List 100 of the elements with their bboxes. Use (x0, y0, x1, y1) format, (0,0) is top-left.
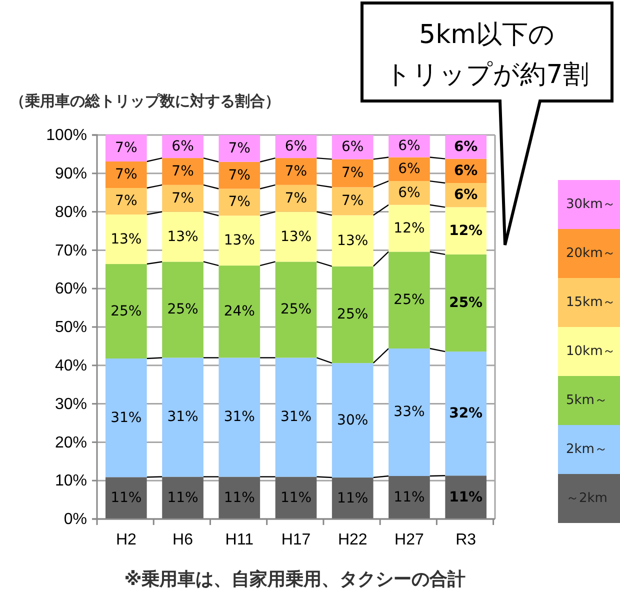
bar (218, 266, 260, 358)
data-label: 25% (110, 303, 142, 320)
text: 5km～ (566, 393, 608, 408)
bar (218, 162, 260, 189)
bar (275, 212, 317, 262)
data-label: 6% (454, 187, 478, 204)
data-label: 25% (394, 292, 425, 308)
bar (275, 358, 317, 477)
data-label: 7% (172, 190, 194, 206)
data-label: 7% (342, 165, 364, 182)
x-tick-label: H6 (172, 531, 194, 548)
bar (445, 207, 487, 254)
data-label: 11% (449, 489, 483, 506)
data-label: 25% (449, 295, 483, 311)
bar (332, 478, 374, 519)
text: 10km～ (566, 344, 616, 359)
bar (218, 135, 260, 162)
bar (105, 214, 147, 264)
bar (162, 262, 204, 358)
bar (105, 477, 147, 519)
bar (105, 358, 147, 478)
text: ※乗用車は、自家用乗用、タクシーの合計 (124, 569, 466, 590)
data-label: 33% (394, 404, 425, 420)
data-label: 31% (110, 410, 142, 426)
x-tick-label: R3 (456, 531, 476, 548)
bar (388, 476, 430, 519)
y-tick-label: 40% (54, 358, 87, 375)
data-label: 31% (167, 409, 198, 426)
bar (162, 184, 204, 212)
data-label: 13% (280, 228, 312, 245)
y-tick-label: 20% (54, 434, 87, 452)
bar (162, 212, 204, 262)
text: 2km～ (566, 442, 608, 457)
bar (218, 476, 260, 519)
y-tick-label: 80% (54, 204, 87, 221)
data-label: 6% (398, 184, 420, 201)
x-tick-label: H17 (281, 531, 311, 548)
data-label: 6% (342, 139, 364, 156)
bar (388, 252, 430, 349)
chart-subtitle: （乗用車の総トリップ数に対する割合） (10, 92, 280, 110)
data-label: 7% (172, 163, 194, 180)
data-label: 11% (224, 490, 255, 506)
data-label: 6% (454, 138, 478, 155)
bar (105, 134, 147, 162)
data-label: 7% (228, 140, 250, 156)
bar (332, 363, 374, 478)
bar (275, 184, 317, 212)
bar (388, 204, 430, 252)
bar (332, 187, 374, 216)
bar (332, 215, 374, 266)
bar (105, 161, 147, 188)
x-tick-label: H11 (225, 531, 254, 548)
data-label: 13% (337, 232, 368, 249)
data-label: 7% (115, 166, 138, 183)
data-label: 6% (398, 161, 420, 178)
bar (162, 476, 204, 519)
text: 15km～ (566, 295, 616, 310)
data-label: 11% (337, 490, 368, 506)
data-label: 6% (284, 138, 308, 155)
data-label: 12% (394, 220, 425, 236)
y-tick-label: 10% (54, 472, 87, 490)
data-label: 25% (337, 306, 368, 323)
data-label: 31% (224, 409, 255, 426)
data-label: 7% (342, 193, 364, 210)
y-tick-label: 50% (54, 319, 87, 336)
bar (218, 188, 260, 216)
y-tick-label: 30% (54, 396, 87, 413)
bar (275, 158, 317, 185)
y-tick-label: 100% (46, 127, 87, 144)
data-label: 13% (167, 228, 198, 245)
data-label: 6% (398, 138, 420, 154)
data-label: 31% (280, 409, 312, 426)
bar (388, 181, 430, 205)
text: 5km以下のトリップが約7割 (385, 20, 589, 90)
y-tick-label: 70% (54, 242, 87, 260)
y-tick-label: 90% (54, 166, 87, 183)
data-label: 7% (284, 190, 308, 206)
data-label: 6% (172, 138, 194, 155)
bar (388, 135, 430, 158)
text: ～2km (566, 491, 608, 506)
data-label: 11% (394, 489, 425, 506)
data-label: 7% (228, 167, 250, 184)
bar (162, 358, 204, 477)
text: 30km～ (566, 197, 616, 212)
x-tick-label: H27 (394, 531, 424, 548)
data-label: 11% (280, 490, 312, 506)
x-tick-label: H2 (116, 531, 136, 548)
data-label: 25% (280, 302, 312, 318)
data-label: 13% (224, 232, 255, 249)
data-label: 11% (110, 490, 142, 506)
bar (105, 188, 147, 214)
data-label: 7% (115, 193, 138, 210)
data-label: 7% (115, 140, 138, 156)
data-label: 12% (449, 222, 483, 239)
bar (105, 264, 147, 358)
bar (445, 352, 487, 476)
data-label: 11% (167, 490, 198, 506)
data-label: 6% (454, 162, 478, 179)
data-label: 32% (449, 406, 483, 422)
text: 20km～ (566, 246, 616, 261)
